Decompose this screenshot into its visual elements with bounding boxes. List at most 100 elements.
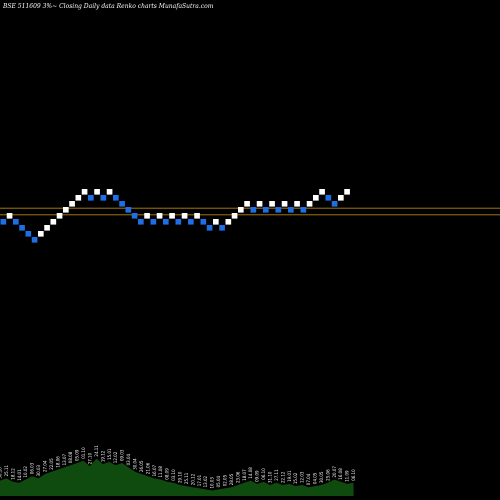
- up-brick: [44, 225, 50, 231]
- volume-label: 18.06: [55, 456, 60, 468]
- up-brick: [144, 213, 150, 219]
- volume-area: [0, 458, 354, 496]
- up-brick: [6, 213, 13, 219]
- down-brick: [175, 219, 182, 225]
- volume-label: 18.12: [10, 468, 15, 480]
- up-brick: [169, 213, 175, 219]
- volume-label: 26.05: [139, 460, 144, 472]
- volume-label: 03.10: [171, 469, 176, 481]
- down-brick: [131, 213, 138, 219]
- volume-label: 02.05: [223, 474, 228, 486]
- volume-label: 01.10: [81, 447, 86, 459]
- volume-label: 08.08: [68, 451, 73, 463]
- up-brick: [213, 219, 219, 225]
- up-brick: [338, 195, 344, 201]
- volume-label: 18.07: [242, 469, 247, 481]
- volume-label: 10.02: [23, 466, 28, 478]
- volume-label: 28.05: [229, 473, 234, 485]
- volume-label: 08.09: [165, 468, 170, 480]
- volume-label: 21.06: [145, 462, 150, 474]
- down-brick: [138, 219, 144, 225]
- volume-label: 25.11: [4, 464, 9, 476]
- up-brick: [225, 219, 232, 225]
- down-brick: [331, 201, 338, 207]
- up-brick: [106, 189, 113, 195]
- volume-label: 31.10: [268, 471, 273, 483]
- volume-label: 13.02: [203, 475, 208, 487]
- up-brick: [156, 213, 163, 219]
- volume-label: 10.03: [210, 477, 215, 489]
- up-brick: [306, 201, 313, 207]
- up-brick: [313, 195, 319, 201]
- down-brick: [288, 207, 294, 213]
- volume-label: 11.08: [158, 466, 163, 478]
- volume-label: 20.07: [332, 466, 337, 478]
- down-brick: [125, 207, 132, 213]
- up-brick: [75, 195, 82, 201]
- down-brick: [163, 219, 169, 225]
- down-brick: [0, 219, 7, 225]
- volume-label: 29.10: [178, 471, 183, 483]
- up-brick: [50, 219, 57, 225]
- volume-label: 22.05: [49, 458, 54, 470]
- up-brick: [244, 201, 250, 207]
- volume-label: 13.07: [62, 453, 67, 465]
- up-brick: [231, 213, 238, 219]
- volume-label: 09.09: [255, 470, 260, 482]
- down-brick: [19, 225, 25, 231]
- up-brick: [281, 201, 288, 207]
- volume-label: 27.10: [88, 452, 93, 464]
- volume-label: 14.01: [17, 469, 22, 481]
- volume-label: 12.03: [300, 471, 305, 483]
- volume-label: 30.10: [0, 467, 3, 479]
- volume-label: 12.02: [113, 451, 118, 463]
- up-brick: [69, 201, 75, 207]
- down-brick: [25, 231, 32, 237]
- volume-label: 27.04: [43, 460, 48, 472]
- volume-label: 20.12: [190, 473, 195, 485]
- volume-label: 15.01: [107, 448, 112, 460]
- down-brick: [88, 195, 94, 201]
- down-brick: [31, 237, 38, 243]
- reference-lines: [0, 207, 500, 216]
- volume-label: 30.03: [36, 464, 41, 476]
- up-brick: [256, 201, 263, 207]
- volume-label: 06.10: [351, 469, 356, 481]
- volume-label: 30.05: [319, 471, 324, 483]
- down-brick: [113, 195, 119, 201]
- down-brick: [13, 219, 19, 225]
- volume-label: 06.03: [30, 462, 35, 474]
- up-brick: [238, 207, 244, 213]
- up-brick: [94, 189, 100, 195]
- volume-label: 05.09: [75, 449, 80, 461]
- up-brick: [269, 201, 275, 207]
- down-brick: [200, 219, 207, 225]
- down-brick: [275, 207, 282, 213]
- up-brick: [344, 189, 350, 195]
- volume-label: 30.04: [133, 458, 138, 470]
- up-brick: [56, 213, 63, 219]
- volume-label: 05.04: [216, 475, 221, 487]
- volume-label: 25.11: [184, 472, 189, 484]
- volume-panel: 30.10 25.11 18.12 14.01 10.02 06.03 30.03 27.04…: [0, 445, 356, 496]
- volume-label: 16.07: [152, 464, 157, 476]
- volume-label: 27.11: [274, 469, 279, 481]
- up-brick: [63, 207, 69, 213]
- volume-label: 15.02: [293, 472, 298, 484]
- volume-label: 24.11: [94, 445, 99, 457]
- down-brick: [263, 207, 269, 213]
- down-brick: [300, 207, 307, 213]
- volume-label: 23.06: [235, 471, 240, 483]
- up-brick: [294, 201, 300, 207]
- down-brick: [219, 225, 225, 231]
- up-brick: [81, 189, 88, 195]
- volume-label: 17.01: [197, 474, 202, 486]
- down-brick: [325, 195, 332, 201]
- volume-label: 04.05: [313, 472, 318, 484]
- volume-label: 03.04: [126, 453, 131, 465]
- volume-label: 22.12: [280, 471, 285, 483]
- renko-bricks: [0, 189, 350, 243]
- volume-label: 09.03: [120, 449, 125, 461]
- volume-label: 11.09: [345, 470, 350, 482]
- volume-label: 07.04: [306, 473, 311, 485]
